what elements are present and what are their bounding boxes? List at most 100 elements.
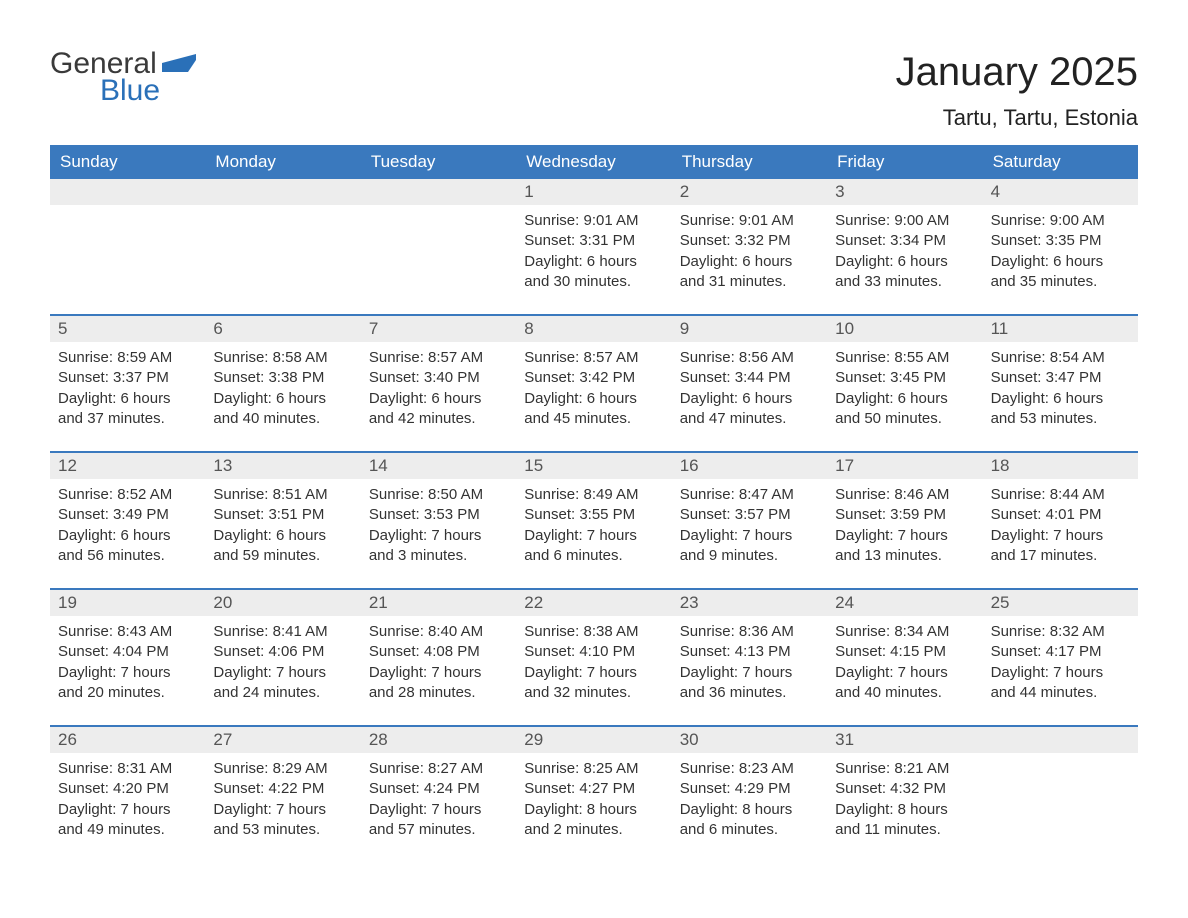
day-cell: Sunrise: 8:40 AMSunset: 4:08 PMDaylight:… — [361, 616, 516, 703]
month-title: January 2025 — [896, 50, 1138, 95]
daylight-text-1: Daylight: 7 hours — [991, 663, 1130, 683]
sunrise-text: Sunrise: 8:40 AM — [369, 622, 508, 642]
sunset-text: Sunset: 4:27 PM — [524, 779, 663, 799]
weekday-header: Monday — [205, 145, 360, 179]
daylight-text-1: Daylight: 6 hours — [680, 252, 819, 272]
daylight-text-2: and 2 minutes. — [524, 820, 663, 840]
daylight-text-1: Daylight: 6 hours — [369, 389, 508, 409]
day-number-cell: 9 — [672, 316, 827, 342]
day-cell — [361, 205, 516, 292]
daylight-text-1: Daylight: 8 hours — [680, 800, 819, 820]
day-number-cell: 5 — [50, 316, 205, 342]
day-cell — [50, 205, 205, 292]
day-cell: Sunrise: 9:00 AMSunset: 3:34 PMDaylight:… — [827, 205, 982, 292]
daylight-text-1: Daylight: 7 hours — [680, 663, 819, 683]
day-number-cell: 25 — [983, 590, 1138, 616]
sunrise-text: Sunrise: 8:51 AM — [213, 485, 352, 505]
sunrise-text: Sunrise: 8:41 AM — [213, 622, 352, 642]
daylight-text-2: and 30 minutes. — [524, 272, 663, 292]
day-cell: Sunrise: 8:55 AMSunset: 3:45 PMDaylight:… — [827, 342, 982, 429]
daylight-text-1: Daylight: 7 hours — [369, 800, 508, 820]
sunset-text: Sunset: 3:49 PM — [58, 505, 197, 525]
sunrise-text: Sunrise: 8:32 AM — [991, 622, 1130, 642]
daylight-text-1: Daylight: 7 hours — [991, 526, 1130, 546]
sunset-text: Sunset: 3:32 PM — [680, 231, 819, 251]
day-cell: Sunrise: 8:52 AMSunset: 3:49 PMDaylight:… — [50, 479, 205, 566]
calendar-grid: SundayMondayTuesdayWednesdayThursdayFrid… — [50, 145, 1138, 840]
day-cell: Sunrise: 8:43 AMSunset: 4:04 PMDaylight:… — [50, 616, 205, 703]
weekday-header: Saturday — [983, 145, 1138, 179]
sunset-text: Sunset: 4:24 PM — [369, 779, 508, 799]
daylight-text-1: Daylight: 7 hours — [369, 526, 508, 546]
sunrise-text: Sunrise: 8:44 AM — [991, 485, 1130, 505]
sunset-text: Sunset: 4:22 PM — [213, 779, 352, 799]
sunset-text: Sunset: 4:13 PM — [680, 642, 819, 662]
day-number-cell: 4 — [983, 179, 1138, 205]
day-number-cell — [983, 727, 1138, 753]
day-number-cell — [205, 179, 360, 205]
sunrise-text: Sunrise: 8:31 AM — [58, 759, 197, 779]
sunset-text: Sunset: 4:10 PM — [524, 642, 663, 662]
weekday-header: Tuesday — [361, 145, 516, 179]
sunrise-text: Sunrise: 8:49 AM — [524, 485, 663, 505]
sunrise-text: Sunrise: 8:27 AM — [369, 759, 508, 779]
daylight-text-1: Daylight: 7 hours — [524, 663, 663, 683]
day-number-cell: 18 — [983, 453, 1138, 479]
sunrise-text: Sunrise: 8:34 AM — [835, 622, 974, 642]
day-cell: Sunrise: 8:32 AMSunset: 4:17 PMDaylight:… — [983, 616, 1138, 703]
sunset-text: Sunset: 4:17 PM — [991, 642, 1130, 662]
sunset-text: Sunset: 3:34 PM — [835, 231, 974, 251]
sunset-text: Sunset: 3:44 PM — [680, 368, 819, 388]
sunset-text: Sunset: 4:06 PM — [213, 642, 352, 662]
sunrise-text: Sunrise: 8:47 AM — [680, 485, 819, 505]
day-number-cell: 24 — [827, 590, 982, 616]
day-number-cell: 16 — [672, 453, 827, 479]
title-block: January 2025 Tartu, Tartu, Estonia — [896, 50, 1138, 141]
daylight-text-2: and 31 minutes. — [680, 272, 819, 292]
daylight-text-1: Daylight: 6 hours — [524, 252, 663, 272]
day-cell: Sunrise: 8:27 AMSunset: 4:24 PMDaylight:… — [361, 753, 516, 840]
day-cell: Sunrise: 8:58 AMSunset: 3:38 PMDaylight:… — [205, 342, 360, 429]
daylight-text-1: Daylight: 8 hours — [835, 800, 974, 820]
daylight-text-2: and 42 minutes. — [369, 409, 508, 429]
header: General Blue January 2025 Tartu, Tartu, … — [50, 50, 1138, 141]
daylight-text-1: Daylight: 6 hours — [213, 389, 352, 409]
sunrise-text: Sunrise: 8:29 AM — [213, 759, 352, 779]
day-cell: Sunrise: 8:31 AMSunset: 4:20 PMDaylight:… — [50, 753, 205, 840]
daylight-text-2: and 50 minutes. — [835, 409, 974, 429]
daylight-text-1: Daylight: 6 hours — [835, 252, 974, 272]
weekday-header: Sunday — [50, 145, 205, 179]
day-cell: Sunrise: 8:21 AMSunset: 4:32 PMDaylight:… — [827, 753, 982, 840]
sunset-text: Sunset: 3:55 PM — [524, 505, 663, 525]
daylight-text-1: Daylight: 6 hours — [213, 526, 352, 546]
daylight-text-1: Daylight: 6 hours — [991, 389, 1130, 409]
sunset-text: Sunset: 3:45 PM — [835, 368, 974, 388]
day-cell: Sunrise: 8:50 AMSunset: 3:53 PMDaylight:… — [361, 479, 516, 566]
daylight-text-2: and 20 minutes. — [58, 683, 197, 703]
sunset-text: Sunset: 3:37 PM — [58, 368, 197, 388]
sunrise-text: Sunrise: 8:21 AM — [835, 759, 974, 779]
sunrise-text: Sunrise: 9:01 AM — [680, 211, 819, 231]
day-cell: Sunrise: 9:01 AMSunset: 3:31 PMDaylight:… — [516, 205, 671, 292]
day-number-cell: 17 — [827, 453, 982, 479]
day-number-cell: 15 — [516, 453, 671, 479]
day-cell: Sunrise: 8:49 AMSunset: 3:55 PMDaylight:… — [516, 479, 671, 566]
sunset-text: Sunset: 3:40 PM — [369, 368, 508, 388]
sunrise-text: Sunrise: 9:00 AM — [835, 211, 974, 231]
logo-blue: Blue — [100, 77, 160, 104]
sunset-text: Sunset: 3:35 PM — [991, 231, 1130, 251]
daylight-text-2: and 6 minutes. — [680, 820, 819, 840]
sunrise-text: Sunrise: 8:57 AM — [369, 348, 508, 368]
day-cell: Sunrise: 8:29 AMSunset: 4:22 PMDaylight:… — [205, 753, 360, 840]
daylight-text-1: Daylight: 7 hours — [58, 663, 197, 683]
daylight-text-2: and 57 minutes. — [369, 820, 508, 840]
day-number-cell: 30 — [672, 727, 827, 753]
sunrise-text: Sunrise: 8:23 AM — [680, 759, 819, 779]
daylight-text-2: and 33 minutes. — [835, 272, 974, 292]
day-cell: Sunrise: 8:57 AMSunset: 3:42 PMDaylight:… — [516, 342, 671, 429]
sunrise-text: Sunrise: 8:52 AM — [58, 485, 197, 505]
day-number-cell: 23 — [672, 590, 827, 616]
daylight-text-1: Daylight: 6 hours — [680, 389, 819, 409]
sunset-text: Sunset: 3:38 PM — [213, 368, 352, 388]
daylight-text-2: and 17 minutes. — [991, 546, 1130, 566]
